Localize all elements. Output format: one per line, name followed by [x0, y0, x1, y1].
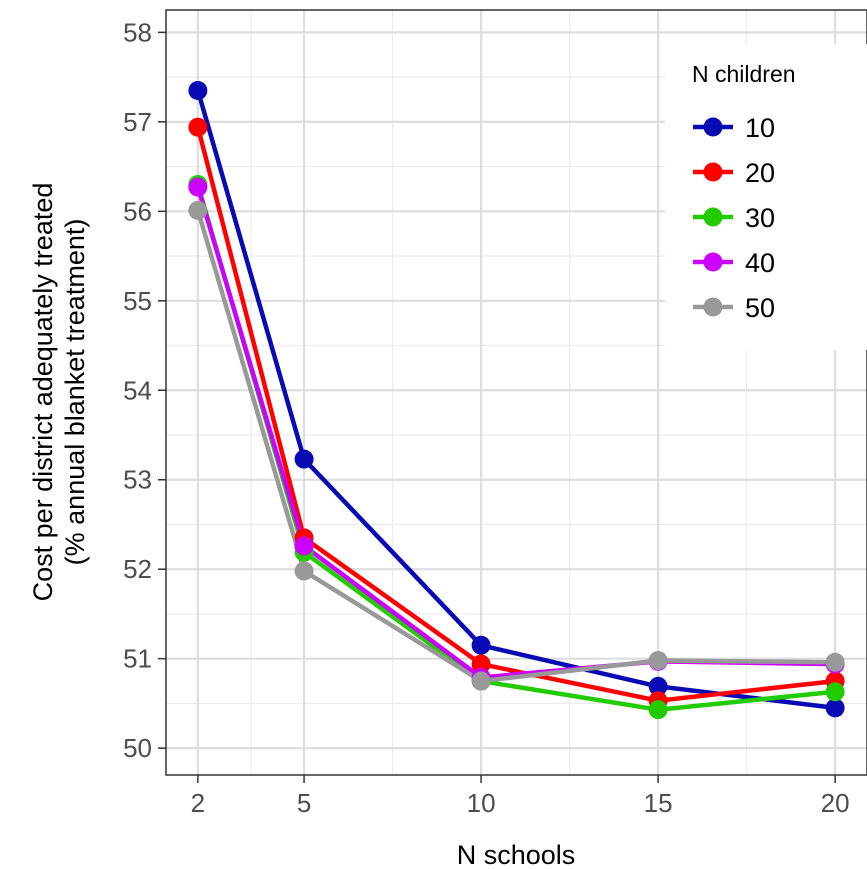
legend-label-50: 50 [745, 293, 775, 323]
data-point-50-x5 [294, 561, 314, 581]
data-point-20-x2 [188, 117, 208, 137]
x-tick-label: 5 [297, 788, 311, 818]
y-tick-label: 53 [123, 465, 152, 495]
y-axis-title-line2: (% annual blanket treatment) [60, 219, 90, 566]
y-tick-label: 51 [123, 644, 152, 674]
data-point-50-x20 [825, 652, 845, 672]
series-points [188, 81, 845, 720]
data-point-40-x5 [294, 536, 314, 556]
legend-label-10: 10 [745, 113, 775, 143]
legend-key-point-50 [703, 297, 723, 317]
y-tick-label: 56 [123, 196, 152, 226]
x-tick-label: 15 [644, 788, 673, 818]
x-tick-label: 10 [467, 788, 496, 818]
legend-title: N children [692, 61, 796, 87]
legend: N children 10 20 30 40 50 [692, 61, 796, 323]
legend-key-point-40 [703, 252, 723, 272]
data-point-30-x15 [648, 700, 668, 720]
data-point-50-x10 [471, 671, 491, 691]
data-point-10-x2 [188, 81, 208, 101]
legend-key-point-10 [703, 117, 723, 137]
legend-label-30: 30 [745, 203, 775, 233]
legend-background [665, 44, 867, 350]
y-tick-label: 58 [123, 17, 152, 47]
x-axis-title: N schools [457, 840, 576, 869]
y-tick-label: 54 [123, 375, 152, 405]
x-tick-label: 2 [191, 788, 205, 818]
plot-border [165, 9, 867, 776]
data-point-10-x5 [294, 449, 314, 469]
legend-key-point-30 [703, 207, 723, 227]
y-tick-label: 55 [123, 286, 152, 316]
data-point-50-x15 [648, 650, 668, 670]
legend-label-40: 40 [745, 248, 775, 278]
y-tick-label: 57 [123, 107, 152, 137]
data-point-50-x2 [188, 200, 208, 220]
data-point-20-x10 [471, 654, 491, 674]
data-point-40-x2 [188, 177, 208, 197]
data-point-10-x15 [648, 676, 668, 696]
data-point-10-x10 [471, 635, 491, 655]
legend-label-20: 20 [745, 158, 775, 188]
axis-ticks: 50 51 52 53 54 55 56 57 58 2 5 10 15 20 [123, 17, 850, 818]
y-tick-label: 50 [123, 733, 152, 763]
data-point-30-x20 [825, 682, 845, 702]
x-tick-label: 20 [821, 788, 850, 818]
legend-key-point-20 [703, 162, 723, 182]
y-tick-label: 52 [123, 554, 152, 584]
y-axis-title-line1: Cost per district adequately treated [28, 183, 58, 602]
data-point-10-x20 [825, 698, 845, 718]
